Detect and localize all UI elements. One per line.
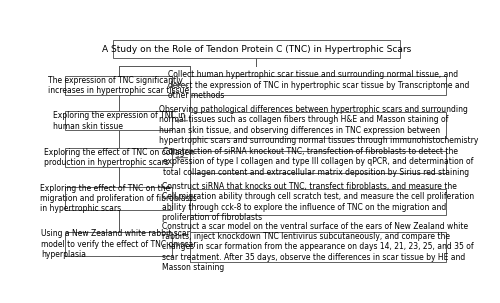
Text: Collect human hypertrophic scar tissue and surrounding normal tissue, and
detect: Collect human hypertrophic scar tissue a… [168,71,469,100]
FancyBboxPatch shape [66,232,172,256]
FancyBboxPatch shape [190,76,446,95]
Text: Exploring the effect of TNC on the
migration and proliferation of fibroblasts
in: Exploring the effect of TNC on the migra… [40,184,197,213]
FancyBboxPatch shape [190,112,446,138]
FancyBboxPatch shape [190,231,446,262]
Text: Using a New Zealand white rabbit scar
model to verify the effect of TNC on scar
: Using a New Zealand white rabbit scar mo… [41,229,196,259]
FancyBboxPatch shape [66,76,172,95]
FancyBboxPatch shape [66,187,172,210]
FancyBboxPatch shape [190,151,446,173]
FancyBboxPatch shape [190,189,446,215]
FancyBboxPatch shape [66,111,172,130]
Text: Observing pathological differences between hypertrophic scars and surrounding
no: Observing pathological differences betwe… [158,105,478,145]
Text: Exploring the effect of TNC on collagen
production in hypertrophic scars: Exploring the effect of TNC on collagen … [44,148,194,167]
Text: The expression of TNC significantly
increases in hypertrophic scar tissue: The expression of TNC significantly incr… [48,76,189,95]
Text: Construct a scar model on the ventral surface of the ears of New Zealand white
r: Construct a scar model on the ventral su… [162,221,474,272]
Text: Exploring the expression of TNC in
human skin tissue: Exploring the expression of TNC in human… [52,111,185,131]
Text: Construct siRNA that knocks out TNC, transfect fibroblasts, and measure the
Cell: Construct siRNA that knocks out TNC, tra… [162,182,474,222]
FancyBboxPatch shape [66,148,172,167]
FancyBboxPatch shape [113,40,400,58]
Text: A Study on the Role of Tendon Protein C (TNC) in Hypertrophic Scars: A Study on the Role of Tendon Protein C … [102,45,411,54]
Text: Construction of siRNA knockout TNC, transfection of fibroblasts to detect the
ex: Construction of siRNA knockout TNC, tran… [163,147,474,177]
